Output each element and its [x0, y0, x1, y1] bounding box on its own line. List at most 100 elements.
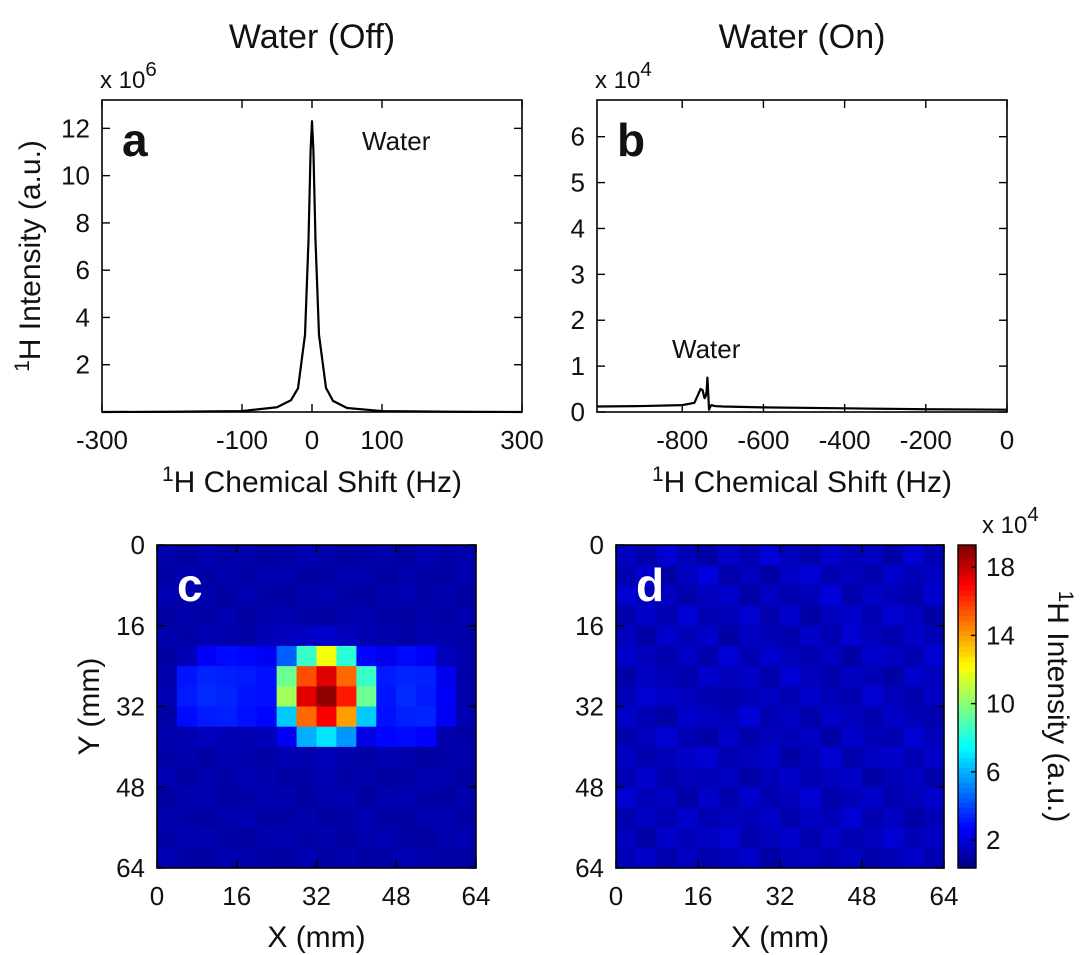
heatmap-cell	[780, 848, 801, 869]
heatmap-cell	[416, 807, 436, 828]
heatmap-cell	[336, 686, 356, 707]
axis-multiplier-part: x 10	[100, 67, 145, 94]
heatmap-cell	[842, 606, 863, 627]
colorbar-swatch	[958, 681, 976, 687]
heatmap-cell	[678, 828, 699, 849]
x-axis-label: 1H Chemical Shift (Hz)	[162, 463, 462, 500]
heatmap-cell	[719, 747, 740, 768]
colorbar-swatch	[958, 762, 976, 768]
colorbar-swatch	[958, 858, 976, 864]
heatmap-cell	[657, 707, 678, 728]
heatmap-cell	[396, 828, 416, 849]
heatmap-cell	[719, 666, 740, 687]
heatmap-cell	[801, 686, 822, 707]
heatmap-cell	[436, 747, 456, 768]
heatmap-cell	[376, 707, 396, 728]
heatmap-cell	[903, 767, 924, 788]
heatmap-cell	[396, 767, 416, 788]
heatmap-cell	[821, 545, 842, 566]
colorbar-swatch	[958, 666, 976, 672]
heatmap-cell	[821, 787, 842, 808]
heatmap-cell	[177, 848, 197, 869]
heatmap-cell	[637, 707, 658, 728]
colorbar-swatch	[958, 595, 976, 601]
heatmap-cell	[657, 666, 678, 687]
y-tick-label: 6	[571, 122, 585, 152]
heatmap-cell	[842, 686, 863, 707]
heatmap-cell	[924, 585, 945, 606]
heatmap-cell	[883, 666, 904, 687]
heatmap-cell	[416, 828, 436, 849]
heatmap-cell	[416, 626, 436, 647]
heatmap-cell	[396, 707, 416, 728]
heatmap-cell	[760, 565, 781, 586]
heatmap-cell	[719, 828, 740, 849]
x-axis-label-part: H Chemical Shift (Hz)	[664, 466, 952, 499]
heatmap-cell	[739, 727, 760, 748]
heatmap-cell	[336, 787, 356, 808]
heatmap-cell	[356, 666, 376, 687]
heatmap-cell	[456, 585, 476, 606]
colorbar-swatch	[958, 833, 976, 839]
heatmap-cell	[257, 807, 277, 828]
heatmap-cell	[780, 646, 801, 667]
heatmap-cell	[801, 565, 822, 586]
heatmap-cell	[801, 585, 822, 606]
heatmap-cell	[217, 646, 237, 667]
colorbar-swatch	[958, 550, 976, 556]
colorbar-swatch	[958, 651, 976, 657]
heatmap-cell	[616, 585, 637, 606]
heatmap-cell	[862, 646, 883, 667]
heatmap-cell	[760, 606, 781, 627]
colorbar-label: 1H Intensity (a.u.)	[1041, 591, 1078, 823]
panel-title: Water (Off)	[229, 18, 395, 56]
heatmap-cell	[297, 807, 317, 828]
heatmap-cell	[277, 707, 297, 728]
heatmap-cell	[657, 747, 678, 768]
heatmap-cell	[456, 787, 476, 808]
heatmap-cell	[217, 686, 237, 707]
heatmap-cell	[883, 828, 904, 849]
heatmap-cell	[157, 747, 177, 768]
heatmap-cell	[237, 545, 257, 566]
heatmap-cell	[436, 585, 456, 606]
heatmap-cell	[678, 767, 699, 788]
heatmap-cell	[157, 686, 177, 707]
heatmap-cell	[821, 828, 842, 849]
heatmap-cell	[698, 565, 719, 586]
heatmap-cell	[396, 646, 416, 667]
heatmap-cell	[356, 646, 376, 667]
x-tick-label: 16	[684, 881, 713, 911]
heatmap-cell	[317, 646, 337, 667]
heatmap-cell	[356, 848, 376, 869]
heatmap-cell	[801, 828, 822, 849]
heatmap-cell	[903, 545, 924, 566]
heatmap-cell	[257, 626, 277, 647]
heatmap-cell	[376, 606, 396, 627]
x-axis-label-part: 1	[652, 463, 664, 486]
heatmap-cell	[719, 626, 740, 647]
y-tick-label: 12	[61, 113, 90, 143]
axis-multiplier-part: 6	[145, 59, 156, 81]
heatmap-cell	[297, 606, 317, 627]
heatmap-cell	[376, 767, 396, 788]
colorbar-label-part: H Intensity (a.u.)	[1041, 602, 1074, 822]
y-tick-label: 10	[61, 161, 90, 191]
colorbar-swatch	[958, 732, 976, 738]
heatmap-cell	[678, 646, 699, 667]
heatmap-cell	[197, 707, 217, 728]
heatmap-cell	[396, 626, 416, 647]
heatmap-cell	[157, 727, 177, 748]
heatmap-cell	[678, 545, 699, 566]
heatmap-cell	[356, 606, 376, 627]
x-axis-label-part: X (mm)	[267, 921, 365, 954]
x-tick-label: 64	[462, 881, 491, 911]
colorbar-swatch	[958, 848, 976, 854]
heatmap-cell	[197, 646, 217, 667]
heatmap-cell	[336, 666, 356, 687]
heatmap-cell	[637, 747, 658, 768]
heatmap-cell	[317, 666, 337, 687]
heatmap-cell	[842, 747, 863, 768]
heatmap-cell	[456, 545, 476, 566]
heatmap-cell	[317, 585, 337, 606]
